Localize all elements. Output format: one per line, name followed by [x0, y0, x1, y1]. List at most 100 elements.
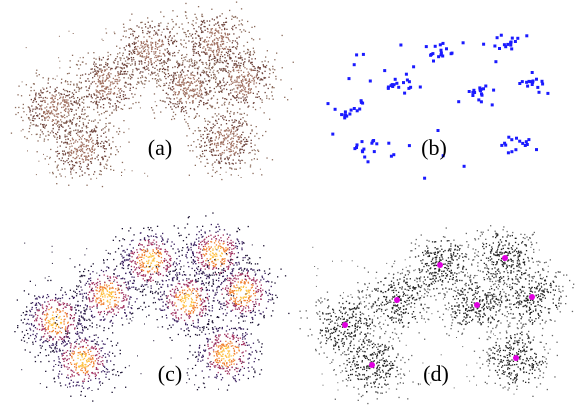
point [218, 160, 220, 162]
point [100, 96, 102, 98]
point [183, 284, 186, 286]
point [147, 175, 149, 177]
point [257, 149, 259, 151]
point [179, 84, 182, 86]
point [106, 275, 109, 277]
point [157, 80, 160, 82]
point [251, 75, 253, 77]
point [81, 170, 83, 172]
point [197, 69, 199, 71]
point [95, 289, 97, 291]
point [232, 53, 234, 55]
point [130, 56, 132, 59]
point [148, 47, 150, 49]
point [152, 235, 155, 237]
point [175, 24, 177, 26]
point [143, 301, 145, 304]
point [132, 271, 134, 273]
point [158, 274, 160, 276]
point [206, 158, 208, 161]
point [105, 78, 108, 80]
point [99, 286, 102, 288]
point [94, 130, 96, 132]
point [215, 226, 217, 228]
point [196, 307, 199, 309]
point [29, 111, 31, 113]
point [247, 51, 249, 53]
point [52, 77, 54, 80]
point [125, 294, 127, 296]
point [177, 101, 179, 103]
point [214, 63, 216, 65]
point [103, 165, 105, 167]
point [216, 41, 218, 44]
point [57, 113, 59, 115]
point [202, 298, 204, 300]
point [253, 81, 255, 83]
point [143, 66, 146, 68]
point [65, 107, 67, 110]
point [249, 152, 251, 154]
point [182, 71, 185, 73]
point [64, 89, 66, 92]
point [128, 230, 130, 232]
point [142, 294, 144, 297]
point [172, 312, 174, 314]
point [31, 124, 33, 126]
point [192, 311, 195, 313]
point [189, 305, 191, 307]
point [235, 242, 237, 244]
point [105, 110, 107, 113]
point [157, 247, 159, 249]
point [81, 108, 84, 110]
point [119, 130, 121, 133]
point [196, 92, 198, 94]
point [235, 262, 237, 264]
point [85, 131, 88, 133]
point [230, 98, 232, 101]
point [110, 91, 112, 93]
point [197, 321, 199, 324]
point [192, 320, 194, 322]
point [131, 53, 133, 55]
point [202, 306, 204, 308]
point [200, 269, 202, 272]
point [224, 157, 226, 160]
point [147, 46, 149, 48]
point [134, 42, 136, 45]
point [80, 166, 82, 168]
point [203, 71, 205, 74]
point [108, 93, 110, 95]
point [146, 41, 148, 43]
point [199, 295, 201, 297]
point [224, 101, 226, 103]
point [80, 82, 82, 84]
point [272, 65, 274, 68]
point [206, 108, 209, 110]
point [105, 87, 107, 89]
point [197, 51, 199, 53]
point [155, 290, 157, 293]
point [57, 164, 59, 166]
point [209, 230, 211, 232]
point [210, 59, 213, 61]
point [115, 106, 117, 108]
point [197, 52, 199, 55]
point [142, 264, 144, 266]
point [121, 317, 123, 319]
point [231, 274, 233, 276]
point [343, 116, 347, 120]
point [96, 100, 98, 102]
point [220, 90, 223, 93]
point [138, 101, 140, 104]
point [138, 307, 140, 309]
point [214, 246, 216, 248]
point [70, 169, 72, 171]
point [182, 305, 185, 307]
point [214, 34, 216, 37]
point [141, 63, 143, 65]
point [256, 158, 258, 160]
point [201, 257, 203, 259]
point [161, 237, 163, 239]
point [274, 69, 276, 71]
